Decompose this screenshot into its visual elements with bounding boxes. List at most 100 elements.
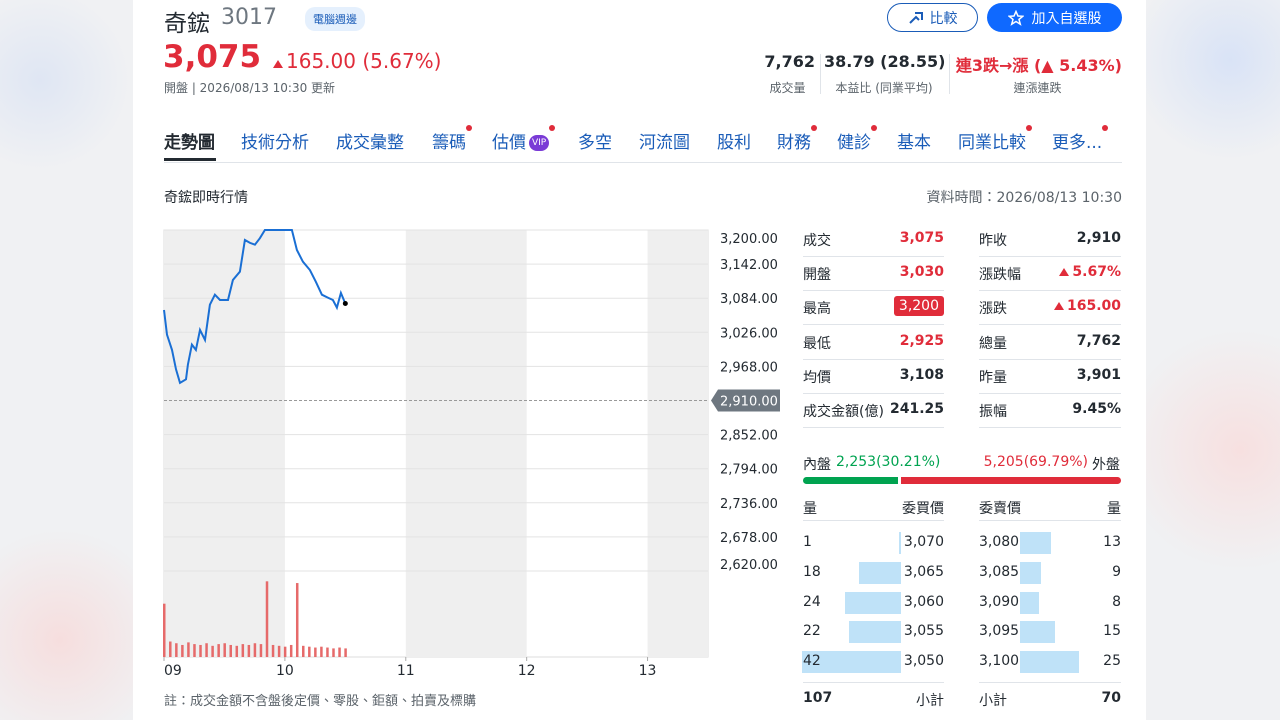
quote-label: 昨量 — [979, 369, 1007, 386]
compare-icon — [908, 11, 923, 24]
inner-label: 內盤 — [803, 457, 831, 473]
tab[interactable]: 股利 — [717, 128, 751, 153]
tab-label[interactable]: 更多... — [1052, 133, 1103, 153]
quote-label: 開盤 — [803, 267, 831, 284]
row-rule — [803, 256, 944, 257]
book-rule — [979, 682, 1121, 683]
tab[interactable]: 籌碼 — [432, 125, 472, 153]
quote-value: 3,200 — [803, 296, 944, 317]
price-change: 165.00 (5.67%) — [273, 49, 441, 73]
tab[interactable]: 健診 — [837, 125, 877, 153]
bid-price: 3,050 — [903, 653, 944, 670]
price: 3,075 — [163, 39, 262, 75]
ask-price: 3,090 — [979, 593, 1020, 610]
tab[interactable]: 多空 — [578, 128, 612, 153]
row-rule — [803, 290, 944, 292]
stat-label: 成交量 — [769, 81, 806, 95]
compare-button[interactable]: 比較 — [887, 3, 978, 32]
tab[interactable]: 更多... — [1052, 125, 1109, 153]
bid-qty: 42 — [803, 653, 821, 670]
tab-label[interactable]: 財務 — [777, 133, 811, 153]
ask-price: 3,085 — [979, 563, 1020, 580]
tab-label[interactable]: 河流圖 — [639, 133, 690, 153]
compare-label[interactable]: 比較 — [929, 10, 958, 27]
bid-price: 3,070 — [903, 534, 944, 550]
row-rule — [979, 427, 1121, 428]
tab-rule — [164, 162, 1122, 163]
watch-label[interactable]: 加入自選股 — [1031, 10, 1102, 27]
quote-label: 振幅 — [979, 404, 1007, 420]
tab-label[interactable]: 多空 — [578, 133, 612, 153]
sector-tag: 電腦週邊 — [305, 7, 365, 31]
notify-dot — [871, 125, 877, 131]
quote-value: 9.45% — [1072, 401, 1121, 417]
book-header: 委買價 — [902, 501, 944, 517]
bid-bar — [844, 591, 901, 614]
tab-label[interactable]: 籌碼 — [432, 133, 466, 153]
tab-label[interactable]: 同業比較 — [958, 133, 1026, 153]
quote-value: 5.67% — [979, 264, 1121, 280]
tab-label[interactable]: 成交彙整 — [336, 133, 404, 153]
bid-bar — [898, 532, 901, 554]
tab-label[interactable]: 基本 — [897, 133, 931, 153]
quote-label: 漲跌幅 — [979, 267, 1021, 284]
ask-total: 70 — [1101, 690, 1121, 706]
ask-total-label: 小計 — [979, 693, 1007, 709]
book-header: 量 — [803, 501, 817, 517]
divider — [820, 54, 821, 94]
inner-value: 2,253(30.21%) — [836, 454, 941, 470]
notify-dot — [1026, 125, 1032, 131]
bid-qty: 18 — [803, 563, 821, 580]
quote-value-text: 165.00 — [1054, 298, 1121, 314]
tab[interactable]: 成交彙整 — [336, 128, 404, 153]
tab[interactable]: 基本 — [897, 128, 931, 153]
tab[interactable]: 財務 — [777, 125, 817, 153]
tab-label[interactable]: 估價 — [492, 133, 526, 153]
watchlist-button[interactable]: 加入自選股 — [987, 3, 1122, 32]
tab[interactable]: 技術分析 — [241, 128, 309, 153]
quote-value: 2,925 — [899, 332, 944, 349]
row-rule — [979, 392, 1121, 394]
ask-bar — [1020, 532, 1051, 554]
tab[interactable]: 同業比較 — [958, 125, 1032, 153]
vip-badge: VIP — [529, 135, 550, 151]
quote-label: 昨收 — [979, 233, 1007, 249]
bid-price: 3,065 — [903, 563, 944, 580]
book-header: 委賣價 — [979, 501, 1021, 517]
quote-label: 均價 — [803, 369, 831, 386]
bid-price: 3,055 — [903, 623, 944, 640]
ask-qty: 15 — [1103, 623, 1121, 640]
bid-total: 107 — [803, 690, 833, 706]
tab[interactable]: 估價 VIP — [492, 125, 556, 153]
tab-label[interactable]: 健診 — [837, 133, 871, 153]
tab-label[interactable]: 股利 — [717, 133, 751, 153]
quote-label: 成交金額(億) — [803, 404, 884, 420]
row-rule — [979, 290, 1121, 292]
quote-value: 3,901 — [1076, 366, 1121, 383]
notify-dot — [811, 125, 817, 131]
tab[interactable]: 河流圖 — [639, 128, 690, 153]
row-rule — [979, 358, 1121, 360]
outer-value: 5,205(69.79%) — [983, 454, 1088, 470]
ask-qty: 9 — [1112, 563, 1121, 580]
tab[interactable]: 走勢圖 — [164, 128, 215, 153]
book-rule — [979, 520, 1121, 521]
stock-name: 奇鋐 — [164, 11, 210, 37]
row-rule — [803, 358, 944, 360]
tab-label[interactable]: 走勢圖 — [164, 133, 215, 153]
bid-qty: 24 — [803, 593, 821, 610]
star-icon — [1007, 9, 1024, 26]
bid-bar — [858, 561, 901, 584]
ask-qty: 25 — [1103, 653, 1121, 670]
book-rule — [803, 682, 944, 683]
stat-value: 7,762 — [764, 52, 815, 71]
tab-label[interactable]: 技術分析 — [241, 133, 309, 153]
ask-bar — [1020, 651, 1079, 674]
quote-value: 2,910 — [1076, 230, 1121, 246]
row-rule — [803, 324, 944, 326]
stat-label: 連漲連跌 — [1013, 81, 1062, 95]
row-rule — [803, 392, 944, 394]
quote-label: 漲跌 — [979, 301, 1007, 318]
book-rule — [803, 520, 944, 521]
notify-dot — [466, 125, 472, 131]
